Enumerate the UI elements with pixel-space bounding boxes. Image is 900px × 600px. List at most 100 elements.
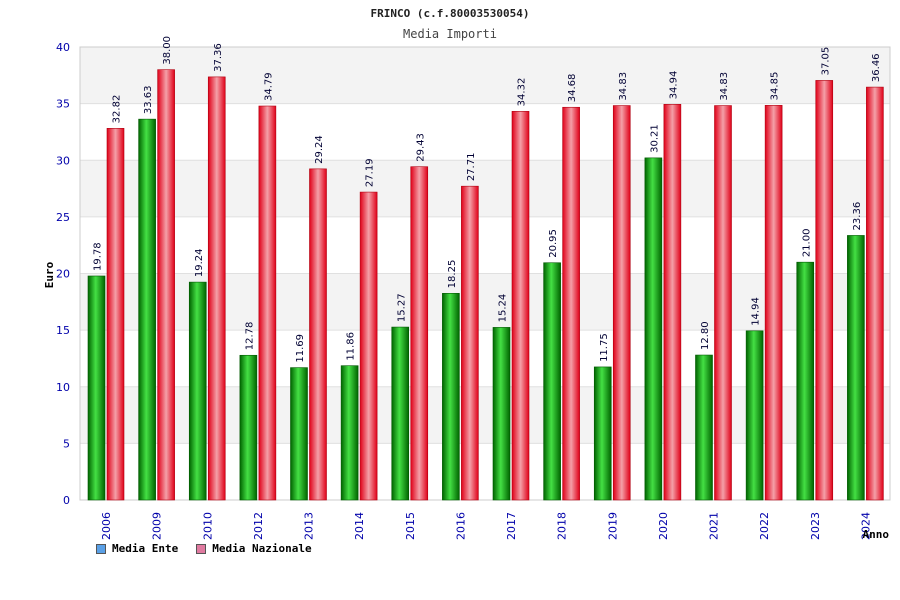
- bar-media-nazionale-2015: [410, 166, 429, 501]
- bar-media-ente-2006: [87, 275, 106, 501]
- x-tick-label: 2017: [505, 512, 518, 540]
- bar-media-nazionale-2022: [764, 105, 783, 501]
- grid-band: [80, 47, 890, 104]
- data-label: 34.68: [567, 74, 578, 103]
- bar-media-ente-2014: [340, 365, 359, 501]
- data-label: 19.78: [93, 242, 104, 271]
- data-label: 29.24: [314, 135, 325, 164]
- y-tick-label: 40: [56, 41, 70, 54]
- y-tick-label: 20: [56, 268, 70, 281]
- x-tick-label: 2021: [708, 512, 721, 540]
- bar-media-ente-2019: [593, 366, 612, 501]
- data-label: 12.78: [244, 322, 255, 351]
- legend-swatch-media-ente: [96, 543, 106, 554]
- x-tick-label: 2006: [100, 512, 113, 540]
- bar-media-ente-2012: [239, 354, 258, 501]
- bar-media-nazionale-2021: [714, 105, 732, 501]
- bar-media-nazionale-2017: [511, 111, 530, 501]
- bar-media-ente-2018: [543, 262, 561, 501]
- legend-swatch-media-nazionale: [196, 543, 207, 554]
- bar-media-nazionale-2009: [157, 69, 175, 501]
- bar-media-nazionale-2019: [612, 105, 631, 501]
- legend-item-media-nazionale: Media Nazionale: [196, 542, 312, 555]
- data-label: 15.24: [498, 294, 509, 323]
- bar-media-nazionale-2012: [258, 105, 277, 501]
- x-tick-label: 2018: [556, 512, 569, 540]
- bar-media-nazionale-2013: [309, 168, 327, 501]
- data-label: 34.79: [263, 72, 274, 101]
- data-label: 11.69: [295, 334, 306, 363]
- bar-media-ente-2016: [442, 293, 460, 501]
- y-tick-label: 10: [56, 381, 70, 394]
- data-label: 27.71: [466, 153, 477, 182]
- x-tick-label: 2010: [201, 512, 214, 540]
- x-tick-label: 2020: [657, 512, 670, 540]
- bar-media-ente-2013: [290, 367, 308, 501]
- legend-item-media-ente: Media Ente: [96, 542, 178, 555]
- chart-title: FRINCO (c.f.80003530054): [371, 7, 530, 20]
- data-label: 27.19: [365, 158, 376, 187]
- data-label: 12.80: [700, 321, 711, 350]
- x-tick-label: 2012: [252, 512, 265, 540]
- data-label: 14.94: [751, 297, 762, 326]
- legend: Media Ente Media Nazionale: [96, 542, 312, 555]
- bar-media-nazionale-2024: [866, 86, 884, 501]
- x-tick-label: 2009: [151, 512, 164, 540]
- data-label: 33.63: [143, 85, 154, 114]
- data-label: 38.00: [162, 36, 173, 65]
- plot-area: [79, 46, 891, 501]
- y-tick-label: 30: [56, 154, 70, 167]
- bar-media-nazionale-2014: [359, 191, 378, 501]
- data-label: 30.21: [649, 124, 660, 153]
- data-label: 23.36: [852, 202, 863, 231]
- data-label: 21.00: [801, 229, 812, 258]
- bar-media-ente-2023: [796, 261, 815, 501]
- bar-media-nazionale-2023: [815, 80, 834, 501]
- data-label: 20.95: [548, 229, 559, 258]
- data-label: 37.36: [213, 43, 224, 72]
- bar-media-ente-2010: [188, 281, 207, 501]
- y-tick-label: 0: [63, 494, 70, 507]
- data-label: 34.85: [770, 72, 781, 101]
- bar-media-ente-2020: [644, 157, 663, 501]
- bar-media-ente-2015: [391, 326, 410, 501]
- x-tick-label: 2024: [859, 512, 872, 540]
- legend-label-media-ente: Media Ente: [112, 542, 179, 555]
- x-tick-label: 2023: [809, 512, 822, 540]
- data-label: 19.24: [194, 248, 205, 277]
- bar-media-ente-2022: [745, 330, 764, 501]
- bar-media-nazionale-2016: [461, 185, 479, 501]
- data-label: 11.86: [346, 332, 357, 361]
- data-label: 29.43: [415, 133, 426, 162]
- data-label: 15.27: [396, 293, 407, 322]
- bar-media-ente-2009: [138, 118, 156, 501]
- bar-media-nazionale-2010: [207, 76, 226, 501]
- y-tick-label: 35: [56, 98, 70, 111]
- data-label: 34.83: [618, 72, 629, 101]
- x-axis-label: Anno: [863, 528, 890, 541]
- bar-media-ente-2024: [847, 235, 865, 501]
- data-label: 36.46: [871, 53, 882, 82]
- bar-media-ente-2017: [492, 327, 511, 501]
- x-tick-label: 2013: [303, 512, 316, 540]
- y-tick-label: 25: [56, 211, 70, 224]
- data-label: 34.83: [719, 72, 730, 101]
- data-label: 34.32: [517, 78, 528, 107]
- y-tick-label: 15: [56, 324, 70, 337]
- data-label: 11.75: [599, 333, 610, 362]
- data-label: 18.25: [447, 260, 458, 289]
- y-axis-label: Euro: [43, 261, 56, 288]
- data-label: 32.82: [112, 95, 123, 124]
- legend-label-media-nazionale: Media Nazionale: [212, 542, 312, 555]
- bar-media-nazionale-2020: [663, 104, 682, 501]
- y-tick-label: 5: [63, 437, 70, 450]
- bar-media-nazionale-2006: [106, 128, 125, 501]
- x-tick-label: 2022: [758, 512, 771, 540]
- x-tick-label: 2016: [454, 512, 467, 540]
- x-tick-label: 2019: [606, 512, 619, 540]
- chart-subtitle: Media Importi: [403, 27, 497, 41]
- data-label: 34.94: [668, 71, 679, 100]
- x-tick-label: 2015: [404, 512, 417, 540]
- x-tick-label: 2014: [353, 512, 366, 540]
